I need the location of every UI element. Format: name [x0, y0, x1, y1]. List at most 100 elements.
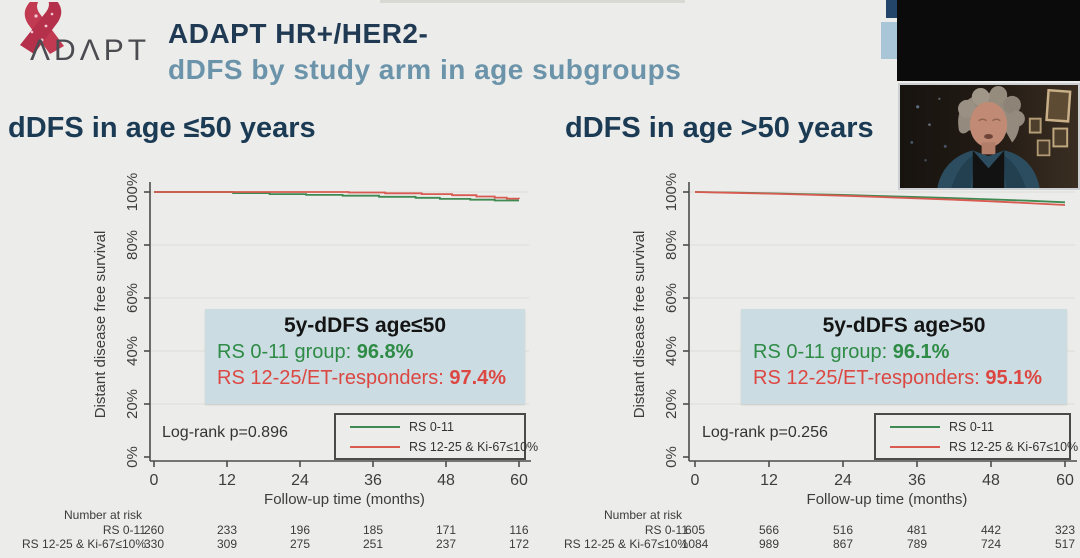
chart-panel-0: 0% 20% 40% 60% 80% 100% Distant disease free s…	[92, 173, 531, 508]
x-tick-label: 12	[218, 472, 236, 489]
risk-value: 442	[980, 523, 1002, 537]
legend-right: RS 0-11 RS 12-25 & Ki-67≤10%	[874, 413, 1078, 460]
x-tick-label: 36	[908, 472, 926, 489]
y-tick-label: 100%	[663, 173, 680, 211]
x-tick-label: 0	[150, 472, 159, 489]
logrank-p-right: Log-rank p=0.256	[702, 424, 828, 441]
risk-value: 260	[143, 523, 165, 537]
y-tick-label: 40%	[663, 336, 680, 366]
stat-line-rs12-25: RS 12-25/ET-responders: 97.4%	[217, 367, 507, 389]
picture-frame-icon	[1028, 117, 1042, 134]
y-tick-label: 20%	[663, 389, 680, 419]
legend-item-rs0-11: RS 0-11	[350, 420, 524, 434]
webcam-video[interactable]	[898, 83, 1080, 190]
risk-value: 185	[362, 523, 384, 537]
risk-value: 1084	[681, 537, 709, 551]
video-letterbox-bar	[897, 0, 1080, 81]
red-line-icon	[350, 445, 400, 448]
x-tick-label: 48	[437, 472, 455, 489]
risk-row-label: RS 0-11	[102, 523, 146, 537]
x-axis-title: Follow-up time (months)	[807, 491, 968, 508]
risk-value: 330	[143, 537, 165, 551]
y-tick-label: 100%	[124, 173, 141, 211]
top-cropped-remnant	[380, 0, 685, 3]
risk-table-header: Number at risk	[604, 508, 683, 522]
risk-value: 251	[362, 537, 384, 551]
risk-value: 309	[216, 537, 238, 551]
y-tick-label: 40%	[124, 336, 141, 366]
risk-value: 789	[906, 537, 928, 551]
x-tick-label: 60	[1056, 472, 1074, 489]
risk-value: 233	[216, 523, 238, 537]
ribbon-icon: ΛDΛPT	[20, 0, 150, 67]
risk-table-header: Number at risk	[64, 508, 143, 522]
risk-value: 989	[758, 537, 780, 551]
legend-item-rs0-11: RS 0-11	[890, 420, 1069, 434]
risk-row-label: RS 0-11	[644, 523, 688, 537]
risk-value: 275	[289, 537, 311, 551]
x-tick-label: 36	[364, 472, 382, 489]
x-tick-label: 24	[291, 472, 309, 489]
risk-value: 867	[832, 537, 854, 551]
stat-line-rs12-25: RS 12-25/ET-responders: 95.1%	[753, 367, 1043, 389]
risk-value: 481	[906, 523, 928, 537]
y-tick-label: 0%	[124, 446, 141, 468]
legend-left: RS 0-11 RS 12-25 & Ki-67≤10%	[334, 413, 538, 460]
y-tick-label: 0%	[663, 446, 680, 468]
risk-value: 724	[980, 537, 1002, 551]
risk-value: 516	[832, 523, 854, 537]
y-tick-label: 60%	[124, 283, 141, 313]
stat-box-age-le50: 5y-dDFS age≤50 RS 0-11 group: 96.8% RS 1…	[205, 309, 525, 404]
x-tick-label: 48	[982, 472, 1000, 489]
y-tick-label: 20%	[124, 389, 141, 419]
picture-frame-icon	[1045, 88, 1072, 123]
picture-frame-icon	[1052, 127, 1069, 148]
stat-line-rs0-11: RS 0-11 group: 96.8%	[217, 341, 414, 363]
risk-value: 196	[289, 523, 311, 537]
km-curve	[154, 191, 520, 200]
red-line-icon	[890, 445, 940, 448]
green-line-icon	[890, 425, 940, 428]
x-tick-label: 0	[691, 472, 700, 489]
panel-title-age-gt50: dDFS in age >50 years	[565, 112, 874, 144]
y-tick-label: 80%	[124, 230, 141, 260]
km-curve	[154, 191, 519, 202]
x-tick-label: 60	[510, 472, 528, 489]
km-curve	[694, 191, 1066, 206]
risk-row-label: RS 12-25 & Ki-67≤10%	[22, 537, 146, 551]
slide-decor-navy-rect	[886, 0, 898, 18]
x-axis-title: Follow-up time (months)	[264, 491, 425, 508]
green-line-icon	[350, 425, 400, 428]
slide-decor-blue-rect	[881, 22, 898, 59]
x-tick-label: 24	[834, 472, 852, 489]
speaker-person	[937, 85, 1040, 188]
slide-title: ADAPT HR+/HER2-	[168, 18, 429, 49]
adapt-logo: ΛDΛPT	[6, 0, 166, 72]
y-tick-label: 80%	[663, 230, 680, 260]
x-tick-label: 12	[760, 472, 778, 489]
logrank-p-left: Log-rank p=0.896	[162, 424, 288, 441]
risk-value: 172	[508, 537, 530, 551]
stat-box-age-gt50: 5y-dDFS age>50 RS 0-11 group: 96.1% RS 1…	[741, 309, 1067, 404]
risk-value: 237	[435, 537, 457, 551]
stat-box-title: 5y-dDFS age>50	[822, 314, 986, 337]
risk-value: 171	[435, 523, 457, 537]
risk-value: 566	[758, 523, 780, 537]
risk-value: 605	[684, 523, 706, 537]
risk-value: 323	[1054, 523, 1076, 537]
slide-subtitle: dDFS by study arm in age subgroups	[168, 54, 682, 85]
legend-item-rs12-25: RS 12-25 & Ki-67≤10%	[350, 440, 538, 454]
risk-value: 116	[509, 523, 529, 537]
panel-title-age-le50: dDFS in age ≤50 years	[8, 112, 316, 144]
stat-box-title: 5y-dDFS age≤50	[283, 314, 447, 337]
y-axis-title: Distant disease free survival	[631, 231, 648, 419]
y-tick-label: 60%	[663, 283, 680, 313]
stat-line-rs0-11: RS 0-11 group: 96.1%	[753, 341, 950, 363]
speaker-portrait	[900, 85, 1078, 188]
picture-frame-icon	[1036, 139, 1051, 157]
legend-item-rs12-25: RS 12-25 & Ki-67≤10%	[890, 440, 1078, 454]
risk-row-label: RS 12-25 & Ki-67≤10%	[564, 537, 688, 551]
logo-text: ΛDΛPT	[30, 34, 150, 67]
